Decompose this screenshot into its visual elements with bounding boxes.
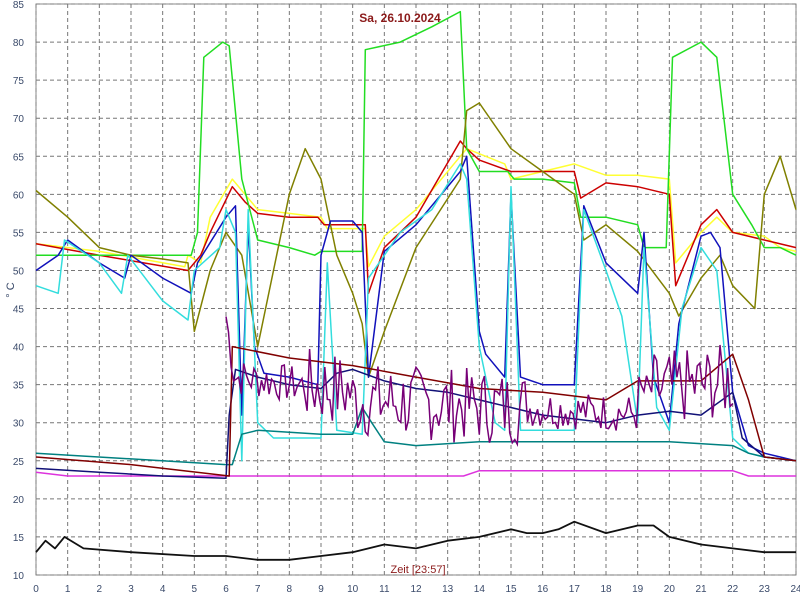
grid [35, 3, 797, 576]
y-tick-label: 55 [13, 228, 25, 239]
series-line-11 [35, 520, 796, 561]
x-tick-label: 2 [97, 584, 103, 595]
series-line-3 [36, 10, 797, 256]
x-tick-label: 21 [695, 584, 707, 595]
x-tick-label: 6 [223, 584, 229, 595]
series-group [35, 10, 797, 561]
x-tick-label: 23 [759, 584, 771, 595]
x-tick-label: 3 [128, 584, 134, 595]
x-tick-label: 8 [287, 584, 293, 595]
y-tick-label: 75 [13, 76, 25, 87]
y-tick-label: 10 [13, 571, 25, 582]
y-tick-label: 70 [13, 114, 25, 125]
x-tick-label: 1 [65, 584, 71, 595]
y-tick-label: 30 [13, 419, 25, 430]
y-tick-label: 50 [13, 266, 25, 277]
y-tick-label: 60 [13, 190, 25, 201]
x-tick-label: 17 [569, 584, 581, 595]
series-line-1 [35, 147, 797, 268]
x-tick-label: 10 [347, 584, 359, 595]
series-line-7 [35, 406, 797, 466]
y-tick-label: 80 [13, 38, 25, 49]
x-tick-label: 11 [379, 584, 390, 595]
series-line-oscillating [225, 316, 734, 448]
y-tick-label: 40 [13, 343, 25, 354]
x-tick-label: 18 [600, 584, 612, 595]
x-tick-label: 22 [727, 584, 739, 595]
x-tick-label: 16 [537, 584, 549, 595]
x-tick-label: 12 [410, 584, 422, 595]
x-tick-label: 4 [160, 584, 166, 595]
x-tick-label: 13 [442, 584, 454, 595]
y-tick-label: 35 [13, 381, 25, 392]
series-line-2 [35, 140, 797, 295]
y-tick-label: 65 [13, 152, 25, 163]
series-line-4 [35, 102, 797, 378]
y-tick-label: 25 [13, 457, 25, 468]
x-tick-label: 20 [664, 584, 676, 595]
x-tick-label: 19 [632, 584, 644, 595]
series-line-6 [35, 163, 797, 462]
y-axis-label: ° C [5, 282, 17, 297]
x-tick-label: 9 [318, 584, 324, 595]
x-tick-label: 5 [192, 584, 198, 595]
x-tick-label: 24 [790, 584, 800, 595]
y-tick-label: 20 [13, 495, 25, 506]
chart-title: Sa, 26.10.2024 [359, 11, 441, 25]
series-line-8 [35, 469, 796, 477]
y-tick-label: 15 [13, 533, 25, 544]
y-tick-label: 45 [13, 305, 25, 316]
tick-labels: 0 1 2 3 4 5 6 7 8 9 10 11 12 13 14 15 16 17 18 19 20 21 22 23 24… [13, 0, 800, 595]
series-line-10 [35, 345, 797, 477]
x-tick-label: 7 [255, 584, 261, 595]
y-tick-label: 85 [13, 0, 25, 11]
x-tick-label: 14 [474, 584, 486, 595]
x-tick-label: 15 [505, 584, 517, 595]
x-axis-label: Zeit [23:57] [390, 564, 445, 576]
x-tick-label: 0 [33, 584, 39, 595]
